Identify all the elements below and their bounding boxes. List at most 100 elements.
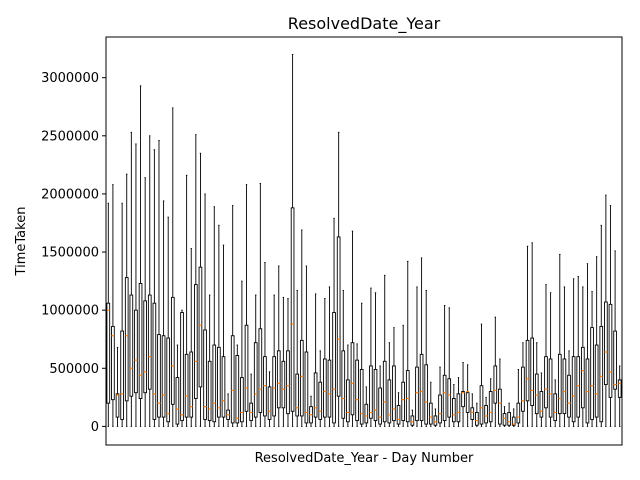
iqr-box [516, 402, 521, 424]
box-plot-item [617, 365, 622, 427]
box-plot-item [217, 224, 221, 427]
box-plot-item [299, 229, 304, 427]
box-plot-item [318, 350, 323, 427]
iqr-box [590, 327, 594, 420]
y-axis: 0 500000 1000000 1500000 2000000 2500000 30000… [41, 71, 106, 435]
box-plot-item [452, 384, 456, 427]
iqr-box [424, 364, 429, 425]
iqr-box [138, 282, 143, 399]
box-plot-item [203, 193, 207, 427]
box-plot-item [401, 324, 405, 427]
iqr-box [557, 353, 562, 415]
box-plot-item [267, 371, 272, 427]
chart-title: ResolvedDate_Year [288, 14, 441, 34]
iqr-box [530, 337, 534, 406]
box-plot-item [258, 183, 263, 427]
box-plot-item [212, 206, 217, 427]
iqr-box [290, 207, 295, 412]
plot-frame [105, 36, 623, 446]
box-plot-item [207, 294, 212, 427]
box-plot-item [152, 149, 157, 427]
iqr-box [456, 393, 461, 423]
box-plot-item [419, 257, 424, 427]
box-plot-item [309, 395, 313, 427]
box-plot-item [576, 276, 581, 427]
iqr-box [350, 342, 355, 416]
iqr-box [120, 330, 124, 420]
box-plot-item [111, 184, 115, 427]
iqr-box [327, 359, 332, 418]
iqr-box [544, 356, 548, 409]
box-plot-item [433, 408, 438, 427]
box-plot-item [465, 364, 470, 427]
box-plot-item [350, 230, 355, 427]
iqr-box [332, 312, 336, 424]
iqr-box [276, 350, 281, 409]
iqr-box [401, 381, 405, 422]
box-plot-item [272, 294, 276, 427]
iqr-box [244, 324, 249, 412]
box-plot-item [534, 342, 539, 427]
iqr-box [419, 353, 424, 422]
iqr-box [217, 346, 221, 418]
iqr-box [447, 378, 452, 418]
box-plot-item [189, 248, 194, 427]
box-plot-item [571, 278, 576, 427]
box-plot-item [332, 217, 336, 427]
iqr-box [272, 356, 276, 417]
iqr-box [548, 358, 553, 418]
iqr-box [212, 344, 217, 423]
box-plot-item [323, 298, 327, 427]
box-plot-item [276, 265, 281, 427]
box-plot-item [184, 174, 189, 427]
box-plot-item [147, 135, 152, 427]
iqr-box [452, 398, 456, 423]
y-axis-label: TimeTaken [14, 207, 29, 277]
box-plot-item [498, 358, 502, 427]
iqr-box [613, 330, 617, 390]
iqr-box [507, 412, 511, 426]
box-plot-item [387, 342, 392, 427]
iqr-box [355, 359, 359, 422]
iqr-box [175, 377, 180, 425]
box-plot-item [166, 216, 171, 427]
box-plot-item [221, 244, 226, 427]
iqr-box [235, 355, 240, 424]
iqr-box [461, 391, 465, 408]
box-plot-item [479, 323, 484, 427]
iqr-box [511, 416, 516, 426]
box-plot-item [304, 265, 309, 427]
box-plot-item [456, 377, 461, 427]
iqr-box [286, 350, 290, 415]
iqr-box [281, 360, 286, 409]
iqr-box [465, 392, 470, 413]
iqr-box [562, 358, 567, 415]
box-plot-item [544, 284, 548, 427]
box-plot-item [581, 286, 585, 427]
box-plot-item [180, 309, 184, 427]
iqr-box [152, 302, 157, 420]
box-plot-item [194, 134, 198, 427]
box-plot-item [249, 373, 253, 427]
iqr-box [207, 360, 212, 422]
iqr-box [369, 365, 373, 419]
box-plot-item [346, 344, 350, 427]
iqr-box [442, 374, 447, 422]
box-plot-item [590, 291, 594, 427]
box-plot-item [493, 316, 498, 427]
iqr-box [567, 374, 571, 418]
box-plot-item [281, 296, 286, 427]
box-plot-item [263, 262, 267, 427]
y-tick-label: 2500000 [41, 129, 99, 144]
iqr-box [479, 385, 484, 425]
iqr-box [143, 300, 147, 394]
box-plot-item [355, 343, 359, 427]
box-plot-item [396, 392, 401, 427]
iqr-box [438, 394, 442, 424]
iqr-box [346, 379, 350, 423]
box-plot-item [604, 194, 608, 427]
y-tick-label: 1500000 [41, 246, 99, 261]
box-plot-item [548, 292, 553, 427]
box-plot-item [475, 402, 479, 427]
